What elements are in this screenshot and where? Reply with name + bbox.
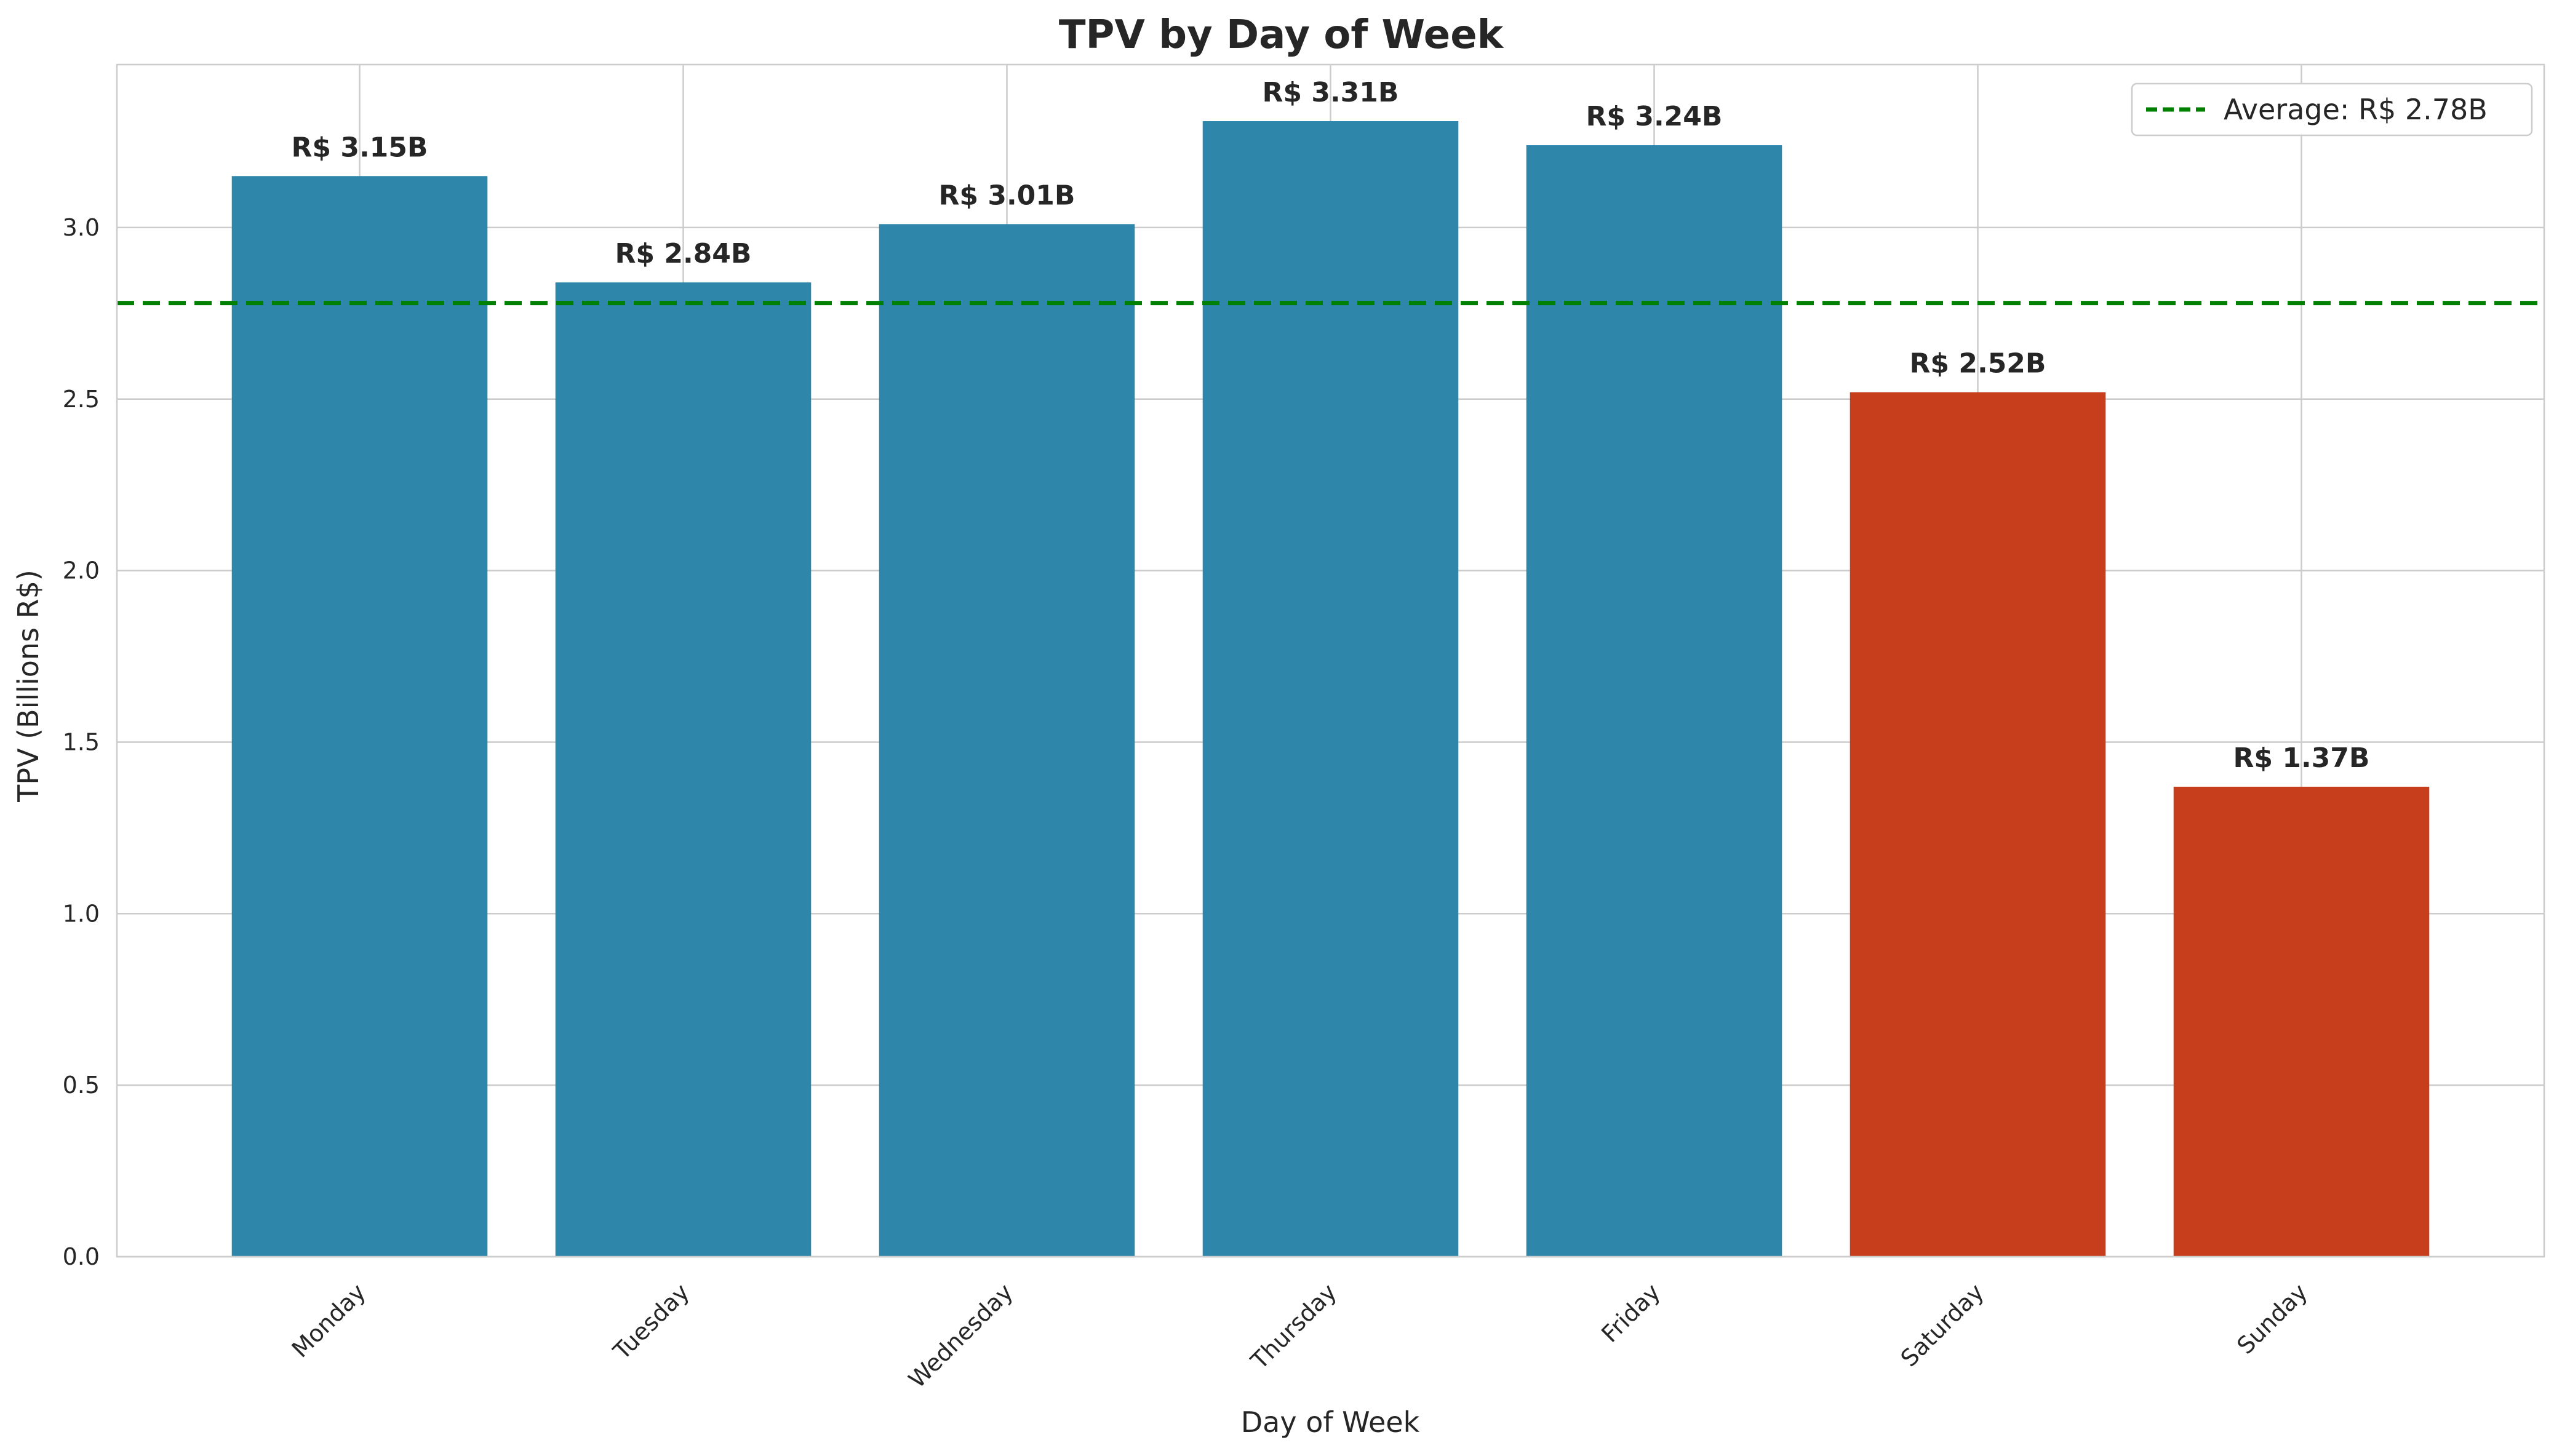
y-tick-label: 1.5	[63, 728, 100, 755]
y-tick-label: 2.0	[63, 557, 100, 584]
y-tick-label: 2.5	[63, 386, 100, 413]
x-axis-title: Day of Week	[1241, 1406, 1420, 1439]
bar-tuesday	[555, 282, 812, 1257]
data-labels: R$ 3.15B R$ 2.84B R$ 3.01B R$ 3.31B R$ 3.24B…	[292, 77, 2370, 774]
data-label-friday: R$ 3.24B	[1586, 101, 1723, 132]
plot-frame	[116, 63, 2545, 1258]
bars	[231, 121, 2430, 1257]
chart-title: TPV by Day of Week	[1059, 12, 1504, 58]
y-axis-title: TPV (Billions R$)	[12, 570, 45, 803]
data-label-monday: R$ 3.15B	[292, 132, 428, 163]
bar-saturday	[1850, 392, 2106, 1257]
data-label-thursday: R$ 3.31B	[1263, 77, 1399, 108]
y-tick-label: 0.0	[63, 1243, 100, 1270]
bar-monday	[231, 176, 488, 1257]
data-label-tuesday: R$ 2.84B	[615, 238, 752, 269]
bar-friday	[1526, 145, 1782, 1257]
y-tick-label: 3.0	[63, 214, 100, 241]
data-label-saturday: R$ 2.52B	[1910, 348, 2046, 380]
data-label-sunday: R$ 1.37B	[2233, 742, 2370, 774]
data-label-wednesday: R$ 3.01B	[939, 180, 1075, 211]
bar-thursday	[1202, 121, 1459, 1257]
y-tick-label: 0.5	[63, 1072, 100, 1099]
y-axis-ticks: 0.0 0.5 1.0 1.5 2.0 2.5 3.0	[63, 214, 100, 1270]
legend-average-label: Average: R$ 2.78B	[2224, 93, 2488, 126]
legend: Average: R$ 2.78B	[2131, 82, 2533, 137]
y-tick-label: 1.0	[63, 900, 100, 927]
bar-wednesday	[879, 224, 1135, 1257]
bar-sunday	[2173, 786, 2430, 1257]
legend-frame	[2131, 82, 2533, 137]
